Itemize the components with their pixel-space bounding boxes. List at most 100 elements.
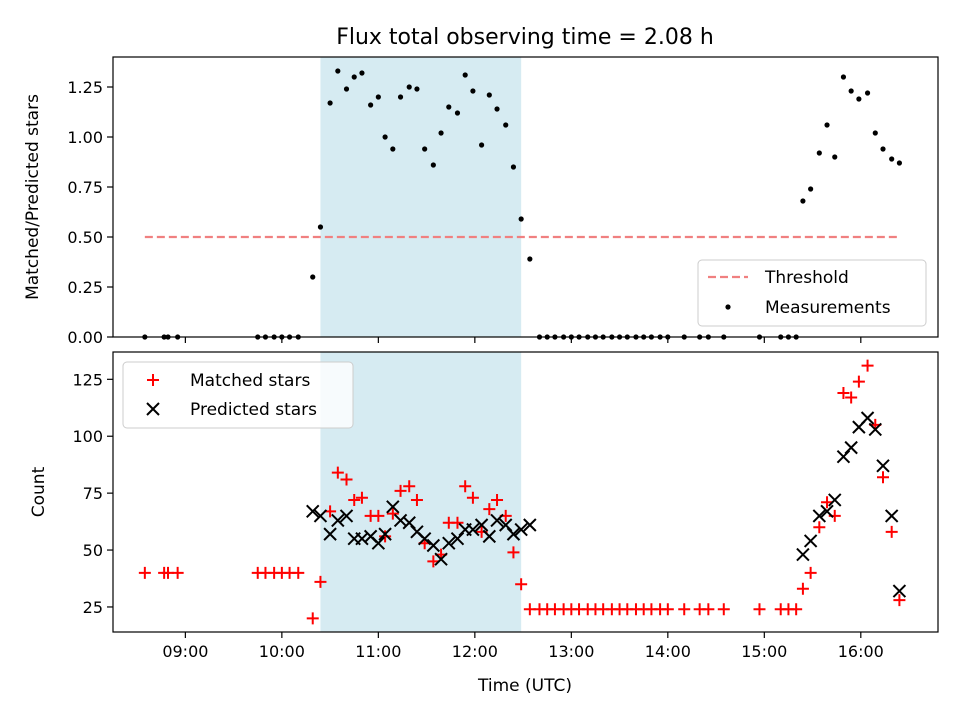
predicted-stars-point <box>323 527 337 541</box>
y-tick-label-count: 25 <box>83 598 103 617</box>
measurement-point <box>335 68 341 74</box>
predicted-stars-point <box>378 527 392 541</box>
x-tick-label: 15:00 <box>741 642 787 661</box>
measurement-point <box>800 198 806 204</box>
predicted-stars-point <box>442 536 456 550</box>
matched-stars-point <box>753 603 766 616</box>
legend-box-ratio <box>697 259 927 327</box>
predicted-stars-point <box>514 522 528 537</box>
matched-stars-point <box>845 391 858 404</box>
predicted-stars-point <box>417 531 432 546</box>
measurement-point <box>430 162 436 168</box>
matched-stars-point <box>837 386 850 399</box>
predicted-stars-point <box>828 493 842 507</box>
legend-matched-label: Matched stars <box>190 371 310 391</box>
matched-stars-point <box>314 575 327 588</box>
matched-stars-point <box>331 466 344 479</box>
measurement-point <box>848 88 854 94</box>
matched-stars-point <box>292 566 305 579</box>
matched-stars-point <box>661 603 674 616</box>
matched-stars-point <box>507 546 520 559</box>
measurement-point <box>824 122 830 128</box>
predicted-stars-point <box>812 509 827 523</box>
predicted-stars-point <box>393 513 408 528</box>
measurement-point <box>486 92 492 98</box>
predicted-stars-point <box>434 552 448 566</box>
legend-measurements-swatch <box>725 304 731 310</box>
measurement-point <box>317 224 324 230</box>
matched-stars-point <box>483 503 496 516</box>
matched-stars-point <box>821 496 834 509</box>
measurement-point <box>397 94 404 100</box>
matched-stars-point <box>306 612 319 625</box>
matched-stars-point <box>515 578 528 591</box>
matched-stars-point <box>459 480 472 493</box>
predicted-stars-point <box>868 422 882 437</box>
predicted-stars-point <box>892 584 907 598</box>
matched-stars-point <box>386 507 399 520</box>
predicted-stars-point <box>860 411 875 425</box>
measurement-point <box>896 160 903 166</box>
measurement-point <box>518 216 524 222</box>
predicted-stars-point <box>482 529 497 544</box>
measurement-point <box>470 88 476 94</box>
matched-stars-point <box>790 603 803 616</box>
chart-title: Flux total observing time = 2.08 h <box>336 25 714 50</box>
highlight-span-count <box>320 352 522 632</box>
predicted-stars-point <box>844 440 858 455</box>
measurement-point <box>510 164 517 170</box>
axes-frame-ratio <box>112 56 939 338</box>
matched-stars-point <box>852 375 865 388</box>
y-axis-label-count: Count <box>29 466 49 517</box>
measurement-point <box>438 130 444 136</box>
matched-stars-point <box>348 493 361 506</box>
y-tick-label-ratio: 0.00 <box>67 328 103 347</box>
x-tick-label: 10:00 <box>259 642 305 661</box>
measurement-point <box>375 94 381 100</box>
matched-stars-point <box>394 484 407 497</box>
predicted-stars-point <box>474 518 489 532</box>
predicted-stars-point <box>313 509 328 523</box>
measurement-point <box>446 104 452 110</box>
matched-stars-point <box>403 480 416 493</box>
predicted-stars-point <box>339 509 354 523</box>
predicted-stars-point <box>331 513 345 528</box>
measurement-point <box>808 186 814 192</box>
measurement-point <box>832 154 838 160</box>
predicted-stars-point <box>506 527 521 541</box>
measurement-point <box>327 100 333 106</box>
legend-box-counts <box>122 361 354 429</box>
x-tick-label: 13:00 <box>548 642 594 661</box>
legend-predicted-label: Predicted stars <box>190 400 317 420</box>
matched-stars-point <box>861 359 874 372</box>
matched-stars-point <box>466 491 479 504</box>
predicted-stars-point <box>876 459 890 473</box>
predicted-stars-point <box>386 500 400 514</box>
y-tick-label-ratio: 0.75 <box>67 178 103 197</box>
measurement-point <box>343 86 350 92</box>
predicted-stars-point <box>523 518 537 532</box>
matched-stars-point <box>410 493 423 506</box>
measurement-point <box>527 256 533 262</box>
predicted-stars-point <box>820 504 834 519</box>
panel-ratio: 0.00 0.25 0.50 0.75 1.00 1.25 Threshold Measure… <box>67 56 939 347</box>
legend-counts: Matched stars Predicted stars <box>122 361 354 429</box>
axes-frame-count <box>112 351 939 633</box>
matched-stars-point <box>717 603 730 616</box>
measurement-point <box>880 146 886 152</box>
matched-stars-point <box>702 603 715 616</box>
measurement-point <box>478 142 485 148</box>
measurement-point <box>310 274 316 280</box>
panel-counts: 25 50 75 100 125 09:00 10:00 11:00 12:00 13:00 14:… <box>72 351 939 661</box>
y-tick-label-count: 50 <box>83 541 103 560</box>
matched-stars-point <box>451 516 464 529</box>
legend-measurements-label: Measurements <box>765 298 891 318</box>
predicted-stars-point <box>466 522 480 537</box>
measurement-point <box>462 72 468 78</box>
measurement-point <box>816 150 822 156</box>
predicted-stars-point <box>803 534 818 548</box>
x-tick-label: 12:00 <box>452 642 498 661</box>
y-axis-label-ratio: Matched/Predicted stars <box>23 94 43 300</box>
matched-stars-point <box>893 594 906 607</box>
